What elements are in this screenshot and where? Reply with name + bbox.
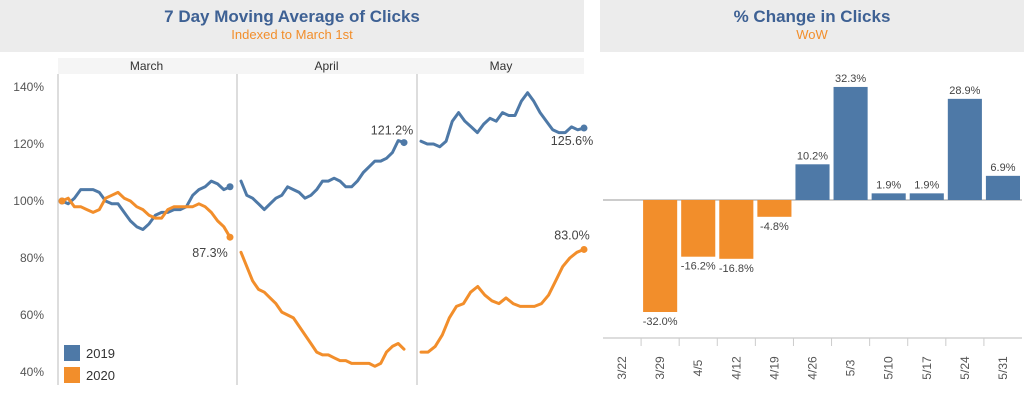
end-point-2019-may [580, 124, 588, 132]
bar-value-label: -32.0% [643, 316, 678, 328]
end-point-2019-april [400, 139, 408, 147]
bar-value-label: 1.9% [876, 179, 901, 191]
end-value-label: 87.3% [192, 246, 227, 260]
bar-4-19 [757, 200, 792, 217]
line-2020-april [239, 250, 406, 368]
y-tick-label: 140% [13, 80, 44, 94]
right-chart-title: % Change in Clicks [733, 7, 891, 26]
bar-5-3 [833, 86, 868, 200]
legend-swatch-2019 [64, 345, 80, 361]
end-point-2019-march [226, 183, 234, 191]
bar-5-31 [985, 175, 1020, 200]
x-tick-label-5-24: 5/24 [958, 356, 972, 380]
line-2020-may [419, 247, 586, 354]
bar-value-label: 10.2% [797, 150, 828, 162]
month-label-may: May [490, 59, 513, 73]
month-label-april: April [314, 59, 338, 73]
x-tick-label-5-10: 5/10 [882, 356, 896, 380]
legend-label-2020: 2020 [86, 367, 115, 383]
bar-value-label: 28.9% [949, 85, 980, 97]
end-point-2020-may [580, 245, 588, 253]
x-tick-label-4-26: 4/26 [806, 356, 820, 380]
x-tick-label-4-19: 4/19 [767, 356, 781, 380]
end-point-2020-march [226, 233, 234, 241]
x-tick-label-3-29: 3/29 [653, 356, 667, 380]
legend-item-2020: 2020 [64, 367, 115, 383]
y-tick-label: 80% [20, 251, 44, 265]
left-chart-subtitle: Indexed to March 1st [231, 27, 353, 42]
bar-value-label: -4.8% [760, 221, 789, 233]
x-tick-label-4-12: 4/12 [729, 356, 743, 380]
line-2019-may [419, 91, 586, 149]
line-2019-april [239, 139, 406, 212]
left-panel-header: 7 Day Moving Average of Clicks Indexed t… [0, 0, 584, 52]
bar-3-29 [643, 200, 678, 312]
y-tick-label: 120% [13, 137, 44, 151]
bar-4-5 [681, 200, 716, 257]
month-header-strip [58, 58, 584, 74]
bar-value-label: 6.9% [990, 162, 1015, 174]
x-tick-label-3-22: 3/22 [615, 356, 629, 380]
line-2020-march [60, 190, 232, 239]
x-tick-label-4-5: 4/5 [691, 359, 705, 376]
bar-4-12 [719, 200, 754, 259]
end-value-label: 125.6% [551, 134, 593, 148]
bar-4-26 [795, 164, 830, 200]
legend-item-2019: 2019 [64, 345, 115, 361]
legend-swatch-2020 [64, 367, 80, 383]
bar-5-17 [909, 193, 944, 200]
bar-5-24 [947, 98, 982, 200]
line-2019-march [60, 179, 232, 231]
legend-label-2019: 2019 [86, 345, 115, 361]
bar-value-label: -16.8% [719, 263, 754, 275]
bar-value-label: 1.9% [914, 179, 939, 191]
start-point-2020 [58, 197, 66, 205]
bar-value-label: 32.3% [835, 73, 866, 85]
month-label-march: March [130, 59, 163, 73]
end-value-label: 83.0% [554, 228, 589, 242]
end-value-label: 121.2% [371, 124, 413, 138]
x-tick-label-5-3: 5/3 [844, 359, 858, 376]
bar-5-10 [871, 193, 906, 200]
x-tick-label-5-31: 5/31 [996, 356, 1010, 380]
y-tick-label: 100% [13, 194, 44, 208]
right-chart-subtitle: WoW [796, 27, 828, 42]
y-tick-label: 40% [20, 365, 44, 379]
right-panel-header: % Change in Clicks WoW [600, 0, 1024, 52]
left-chart-title: 7 Day Moving Average of Clicks [164, 7, 420, 26]
bar-value-label: -16.2% [681, 261, 716, 273]
y-tick-label: 60% [20, 308, 44, 322]
x-tick-label-5-17: 5/17 [920, 356, 934, 380]
